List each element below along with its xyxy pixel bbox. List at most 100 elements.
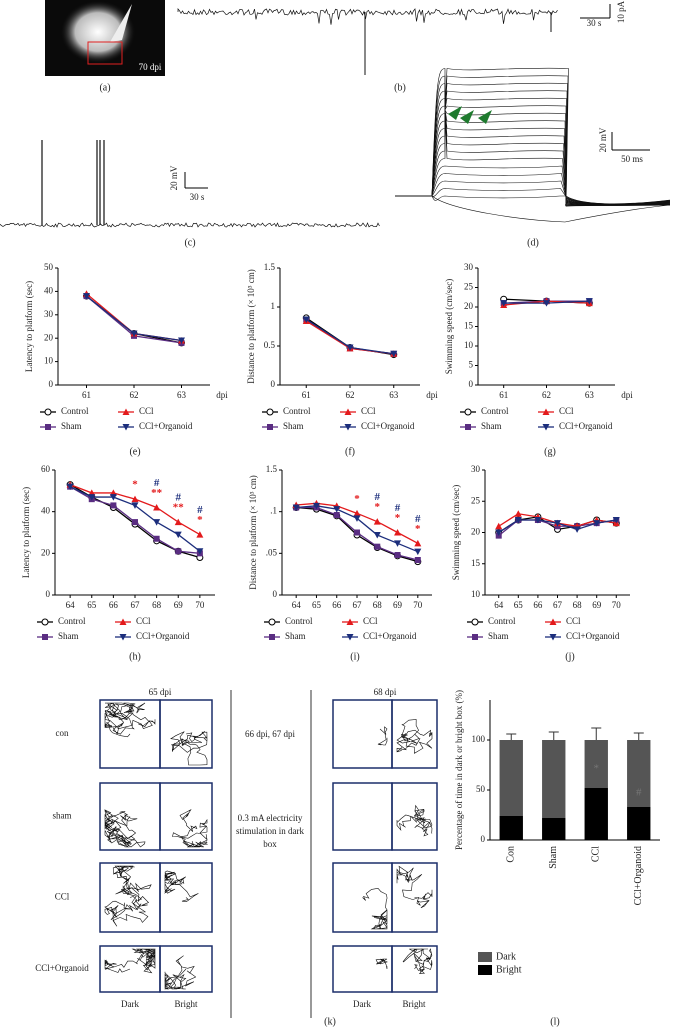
annotation: #: [395, 502, 401, 514]
evoked-trace: [431, 90, 671, 206]
x-tick-label: 70: [612, 600, 622, 610]
y-tick-label: 25: [464, 282, 474, 292]
marker: [333, 512, 340, 518]
marker: [269, 634, 275, 640]
marker: [131, 502, 139, 509]
legend-label: CCl: [139, 406, 154, 416]
legend-label: CCl+Organoid: [363, 631, 417, 641]
x-axis-label: dpi: [426, 390, 438, 400]
marker: [549, 634, 557, 641]
marker: [573, 526, 581, 533]
marker: [83, 293, 90, 300]
scale-label: 30 s: [587, 18, 602, 28]
y-tick-label: 20: [44, 332, 54, 342]
marker: [465, 424, 471, 430]
panel-label: (k): [324, 1016, 336, 1027]
evoked-trace: [431, 75, 671, 206]
marker: [122, 424, 130, 431]
legend-label: Control: [58, 616, 86, 626]
track-path: [170, 731, 208, 766]
annotation: **: [151, 487, 163, 499]
marker: [585, 298, 593, 305]
y-axis-label: Latency to platform (sec): [21, 487, 31, 578]
current-trace: [177, 8, 558, 25]
legend-label: Control: [283, 406, 311, 416]
evoked-trace: [431, 195, 671, 205]
row-label: sham: [53, 811, 72, 821]
marker: [153, 519, 161, 526]
panel-label: (b): [394, 82, 406, 93]
marker: [414, 557, 421, 563]
column-title: 68 dpi: [374, 687, 397, 697]
annotation: #: [197, 504, 203, 516]
panel-label: (i): [350, 651, 359, 662]
annotation: #: [636, 787, 642, 799]
arrowhead: [448, 106, 462, 120]
marker: [353, 509, 361, 517]
track-path: [104, 702, 156, 738]
x-axis-label: dpi: [216, 390, 228, 400]
y-axis-label: Latency to platform (sec): [24, 281, 34, 372]
x-tick-label: 62: [346, 390, 355, 400]
panel-label: (a): [99, 82, 110, 93]
dark-box: [332, 945, 393, 993]
legend-label: CCl: [136, 616, 151, 626]
y-tick-label: 20: [471, 527, 481, 537]
track-path: [402, 948, 433, 974]
bar-segment: [584, 740, 608, 788]
stimulation-text: 0.3 mA electricity stimulation in dark b…: [236, 813, 304, 849]
y-tick-label: 0: [481, 834, 486, 844]
marker: [374, 543, 381, 550]
row-label: CCl+Organoid: [35, 963, 89, 973]
legend-label: Sham: [283, 421, 304, 431]
legend-label: CCl+Organoid: [566, 631, 620, 641]
y-tick-label: 15: [471, 558, 481, 568]
marker: [196, 531, 204, 538]
process: [110, 4, 132, 42]
y-tick-label: 25: [471, 495, 481, 505]
legend-label: CCl+Organoid: [559, 421, 613, 431]
marker: [88, 494, 96, 501]
marker: [312, 502, 320, 510]
marker: [174, 518, 182, 526]
x-tick-label: 68: [573, 600, 583, 610]
y-tick-label: 0: [49, 379, 54, 389]
x-tick-label: 62: [542, 390, 551, 400]
y-axis-label: Swimming speed (cm/sec): [444, 279, 454, 374]
y-tick-label: 20: [41, 547, 51, 557]
annotation: *: [354, 493, 360, 505]
marker: [414, 539, 422, 547]
marker: [344, 424, 352, 431]
y-axis-label: Distance to platform (× 10³ cm): [246, 269, 256, 384]
annotation: *: [197, 514, 203, 526]
x-tick-label: 68: [373, 600, 383, 610]
marker: [353, 515, 361, 522]
annotation: *: [375, 501, 381, 513]
marker: [495, 529, 503, 536]
evoked-trace: [431, 180, 671, 205]
error-bar: [506, 733, 517, 740]
y-tick-label: 1: [271, 301, 276, 311]
track-path: [172, 809, 209, 848]
y-tick-label: 0: [46, 589, 51, 599]
panel-label: (d): [527, 237, 539, 248]
marker: [44, 408, 52, 416]
y-tick-label: 10: [464, 340, 474, 350]
track-path: [164, 870, 199, 903]
marker: [549, 618, 557, 625]
x-tick-label: 65: [514, 600, 524, 610]
x-tick-label: Sham: [548, 846, 559, 869]
x-axis-label: dpi: [621, 390, 633, 400]
marker: [131, 495, 139, 503]
marker: [514, 510, 522, 517]
marker: [132, 519, 138, 526]
marker: [110, 502, 117, 509]
marker: [542, 408, 550, 415]
track-path: [164, 955, 196, 990]
stimulation-box: 0.3 mA electricity stimulation in dark b…: [236, 813, 304, 849]
marker: [268, 618, 276, 626]
evoked-trace: [431, 67, 671, 207]
annotation: *: [395, 512, 401, 524]
annotation: *: [415, 523, 421, 535]
y-tick-label: 40: [41, 506, 51, 516]
